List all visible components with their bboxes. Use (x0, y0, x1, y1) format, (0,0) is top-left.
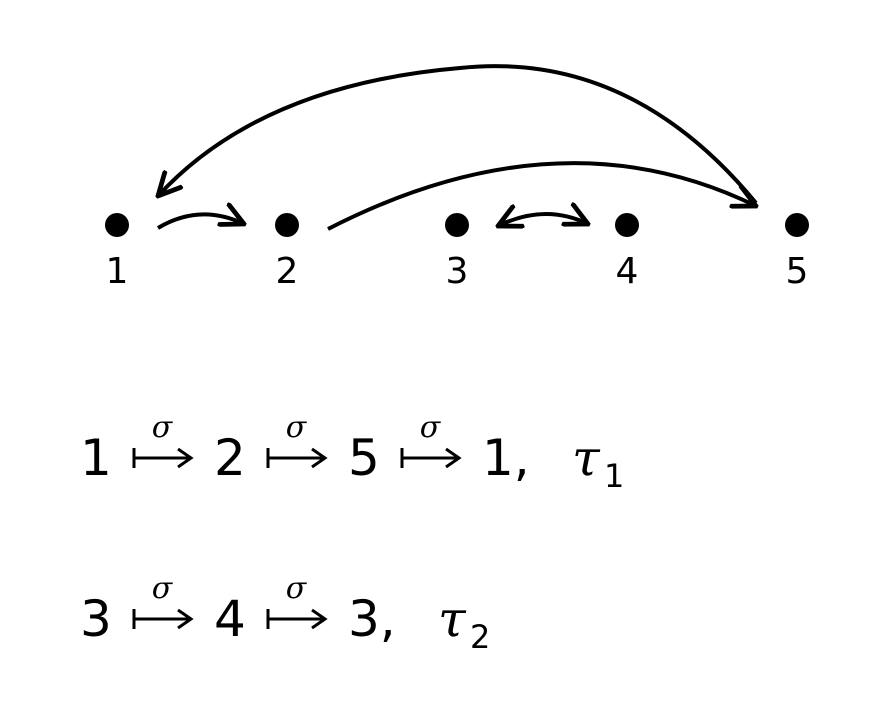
node-4-label: 4 (616, 251, 639, 292)
mapsto-head (311, 608, 328, 630)
cycle-step: 1 (80, 429, 112, 487)
node-1-label: 1 (106, 251, 129, 292)
mapsto-head (177, 447, 194, 469)
node-3-label: 3 (446, 251, 469, 292)
tau-index: 1 (604, 457, 624, 495)
mapsto-head (445, 447, 462, 469)
cycle-step: 3 (80, 590, 112, 648)
mapsto-head (311, 447, 328, 469)
arrow-1-to-2 (156, 214, 244, 230)
cycle-step: 1, (482, 429, 530, 487)
node-5-dot (785, 213, 809, 237)
mapsto-head (177, 608, 194, 630)
node-1-dot (105, 213, 129, 237)
arrow-3-to-4 (498, 214, 588, 226)
cycle-2: 3 σ 4 σ 3, τ 2 (80, 571, 490, 656)
node-5-label: 5 (786, 251, 809, 292)
tau-symbol: τ (572, 429, 601, 487)
sigma-label: σ (152, 410, 174, 445)
nodes: 1 2 3 4 5 (105, 213, 809, 292)
cycle-step: 4 (214, 590, 246, 648)
tau-index: 2 (470, 618, 490, 656)
sigma-label: σ (152, 571, 174, 606)
cycle-step: 2 (214, 429, 246, 487)
arrow-2-to-5 (327, 161, 756, 231)
cycle-step: 5 (348, 429, 380, 487)
node-2-dot (275, 213, 299, 237)
sigma-label: σ (286, 571, 308, 606)
cycle-step: 3, (348, 590, 396, 648)
node-4-dot (615, 213, 639, 237)
node-2-label: 2 (276, 251, 299, 292)
sigma-label: σ (420, 410, 442, 445)
sigma-label: σ (286, 410, 308, 445)
arrow-5-to-1 (158, 64, 758, 205)
node-3-dot (445, 213, 469, 237)
tau-symbol: τ (438, 590, 467, 648)
